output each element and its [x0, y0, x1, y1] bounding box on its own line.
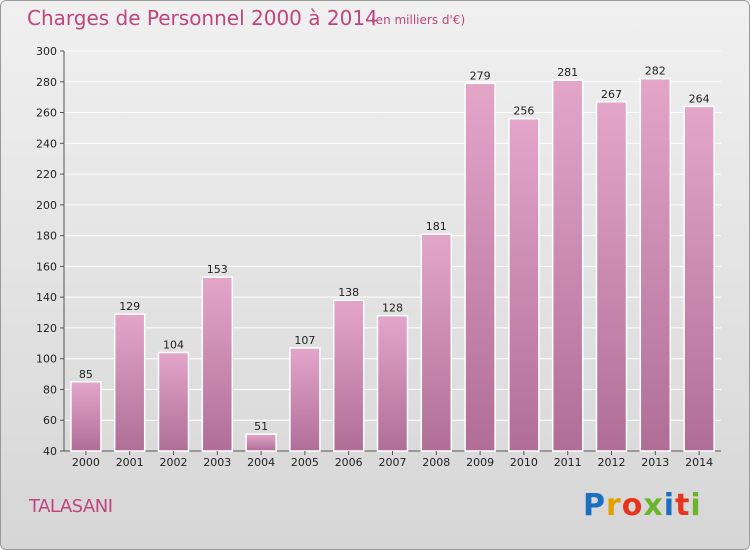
- x-tick-label: 2008: [422, 456, 450, 469]
- x-tick-label: 2004: [247, 456, 275, 469]
- bar-value-label: 153: [207, 263, 228, 276]
- bar: [289, 347, 321, 452]
- chart-subtitle: (en milliers d'€): [371, 13, 466, 27]
- x-tick-label: 2000: [72, 456, 100, 469]
- y-tick-label: 160: [36, 260, 57, 273]
- x-tick-label: 2013: [641, 456, 669, 469]
- x-tick-label: 2014: [685, 456, 713, 469]
- bar: [157, 351, 190, 452]
- bar: [201, 276, 234, 452]
- logo-letter: o: [621, 488, 644, 523]
- bar: [332, 299, 365, 452]
- bar: [464, 82, 496, 452]
- proxiti-logo[interactable]: Proxiti: [583, 488, 702, 523]
- bar-value-label: 256: [513, 105, 534, 118]
- logo-letter: r: [606, 488, 622, 523]
- bar: [113, 313, 146, 452]
- logo-letter: i: [690, 488, 702, 523]
- bar-value-label: 181: [426, 220, 447, 233]
- bar: [376, 314, 409, 452]
- bar-value-label: 264: [689, 92, 710, 105]
- x-tick-label: 2007: [379, 456, 407, 469]
- y-tick-label: 220: [36, 168, 57, 181]
- x-tick-label: 2009: [466, 456, 494, 469]
- logo-letter: x: [643, 488, 664, 523]
- x-tick-label: 2012: [598, 456, 626, 469]
- y-tick-label: 80: [43, 383, 57, 396]
- bar-value-label: 281: [557, 66, 578, 79]
- y-tick-label: 120: [36, 322, 57, 335]
- bar-value-label: 138: [338, 286, 359, 299]
- x-tick-label: 2011: [554, 456, 582, 469]
- x-tick-label: 2002: [160, 456, 188, 469]
- bar-value-label: 51: [254, 420, 268, 433]
- bar: [70, 381, 102, 452]
- bar: [245, 433, 277, 452]
- y-tick-label: 300: [36, 45, 57, 58]
- y-tick-label: 180: [36, 230, 57, 243]
- bar: [551, 79, 584, 452]
- bar-value-label: 282: [645, 65, 666, 78]
- y-tick-label: 140: [36, 291, 57, 304]
- chart-title: Charges de Personnel 2000 à 2014: [27, 6, 378, 30]
- logo-letter: t: [675, 488, 691, 523]
- y-tick-label: 100: [36, 353, 57, 366]
- bar-value-label: 104: [163, 339, 184, 352]
- bar-value-label: 279: [470, 69, 491, 82]
- x-tick-label: 2006: [335, 456, 363, 469]
- bar: [508, 117, 540, 452]
- y-tick-label: 280: [36, 76, 57, 89]
- commune-name: TALASANI: [29, 496, 113, 517]
- x-tick-label: 2010: [510, 456, 538, 469]
- y-tick-label: 60: [43, 414, 57, 427]
- y-tick-label: 260: [36, 107, 57, 120]
- y-tick-label: 200: [36, 199, 57, 212]
- bar: [639, 77, 672, 452]
- x-tick-label: 2001: [116, 456, 144, 469]
- bar-value-label: 107: [294, 334, 315, 347]
- bar-value-label: 128: [382, 302, 403, 315]
- bar-value-label: 267: [601, 88, 622, 101]
- bar-value-label: 129: [119, 300, 140, 313]
- x-tick-label: 2003: [203, 456, 231, 469]
- logo-letter: P: [583, 488, 606, 523]
- bar: [595, 101, 628, 452]
- bar: [683, 105, 715, 452]
- y-tick-label: 40: [43, 445, 57, 458]
- logo-letter: i: [663, 488, 676, 523]
- bar: [420, 233, 453, 452]
- bar-value-label: 85: [79, 368, 93, 381]
- x-tick-label: 2005: [291, 456, 319, 469]
- y-tick-label: 240: [36, 137, 57, 150]
